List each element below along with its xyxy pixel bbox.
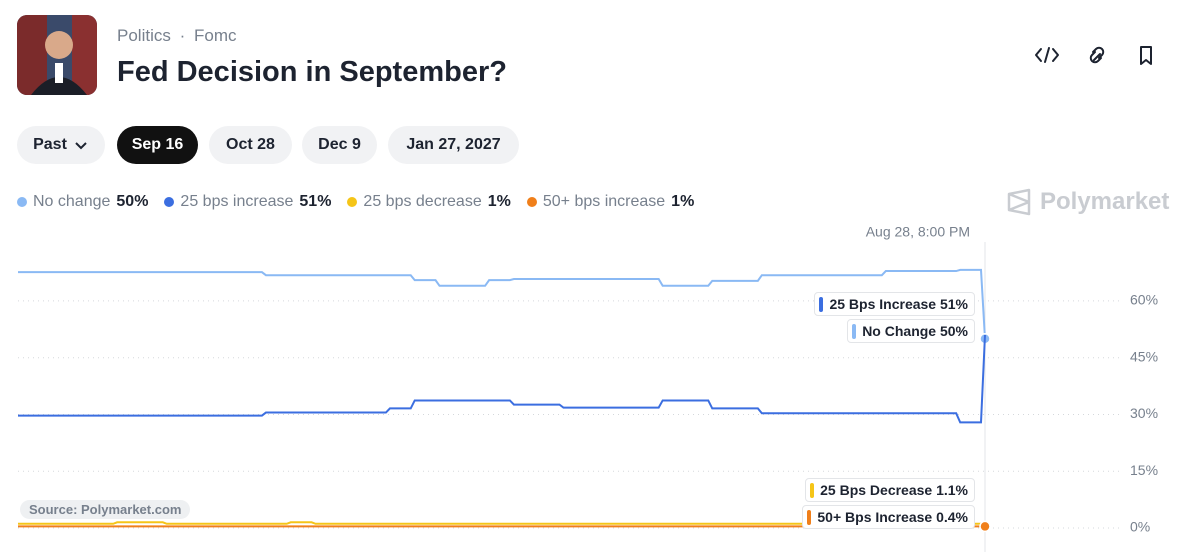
tooltip: No Change 50% (847, 319, 975, 343)
link-icon[interactable] (1089, 46, 1105, 64)
tooltip: 25 Bps Increase 51% (814, 292, 975, 316)
source: Source: Polymarket.com (20, 500, 191, 519)
legend-label: 25 bps decrease (363, 193, 482, 210)
y-tick-label: 45% (1130, 348, 1158, 364)
y-tick-label: 0% (1130, 519, 1150, 535)
dropdown[interactable]: Past (17, 126, 105, 164)
legend-value: 1% (487, 193, 511, 210)
tooltip-swatch (807, 509, 812, 525)
crumb[interactable]: Politics (117, 26, 171, 45)
legend-dot (164, 197, 175, 207)
legend-value: 1% (671, 193, 695, 210)
market-image (17, 15, 97, 95)
tooltip-swatch (810, 482, 815, 498)
legend-item: 25 bps decrease 1% (347, 193, 511, 211)
legend-item: No change 50% (17, 193, 148, 211)
tab[interactable]: Sep 16 (117, 126, 198, 164)
tab[interactable]: Dec 9 (302, 126, 377, 164)
legend-item: 50+ bps increase 1% (526, 193, 695, 211)
legend-dot (347, 197, 358, 207)
hover-time: Aug 28, 8:00 PM (866, 224, 970, 240)
legend-item: 25 bps increase 51% (164, 193, 331, 211)
tab[interactable]: Oct 28 (209, 126, 292, 164)
crumb[interactable]: Fomc (194, 26, 237, 45)
tooltip: 25 Bps Decrease 1.1% (805, 478, 975, 502)
toolbar (1035, 46, 1152, 65)
brand-name: Polymarket (1040, 188, 1170, 215)
legend-label: 25 bps increase (180, 193, 294, 210)
y-tick-label: 30% (1130, 405, 1158, 421)
series-line (18, 268, 986, 339)
tooltip-text: No Change 50% (862, 323, 968, 339)
legend-label: 50+ bps increase (542, 193, 666, 210)
y-tick-label: 15% (1130, 462, 1158, 478)
tooltip-text: 25 Bps Increase 51% (829, 296, 968, 312)
embed-icon[interactable] (1035, 47, 1059, 63)
legend-dot (526, 197, 537, 207)
portrait (17, 15, 97, 95)
tooltip: 50+ Bps Increase 0.4% (802, 505, 975, 529)
tooltip-swatch (819, 296, 824, 312)
legend-label: No change (33, 193, 111, 210)
breadcrumb: Politics · Fomc (117, 26, 237, 46)
y-tick-label: 60% (1130, 292, 1158, 308)
legend-dot (17, 197, 27, 207)
dropdown-label: Past (33, 136, 67, 153)
brand: Polymarket (1006, 188, 1169, 216)
separator: · (179, 26, 186, 45)
page-title: Fed Decision in September? (117, 56, 507, 88)
end-dot (979, 520, 991, 533)
legend: No change 50% 25 bps increase 51% 25 bps dec… (17, 193, 694, 211)
tooltip-text: 50+ Bps Increase 0.4% (817, 509, 968, 525)
legend-value: 50% (116, 193, 149, 210)
chevron (75, 142, 87, 150)
series-line (18, 334, 986, 424)
brand-logo (1007, 188, 1031, 216)
tab[interactable]: Jan 27, 2027 (388, 126, 519, 164)
tooltip-swatch (852, 323, 857, 339)
legend-value: 51% (299, 193, 332, 210)
bookmark-icon[interactable] (1140, 46, 1152, 65)
tooltip-text: 25 Bps Decrease 1.1% (820, 482, 968, 498)
